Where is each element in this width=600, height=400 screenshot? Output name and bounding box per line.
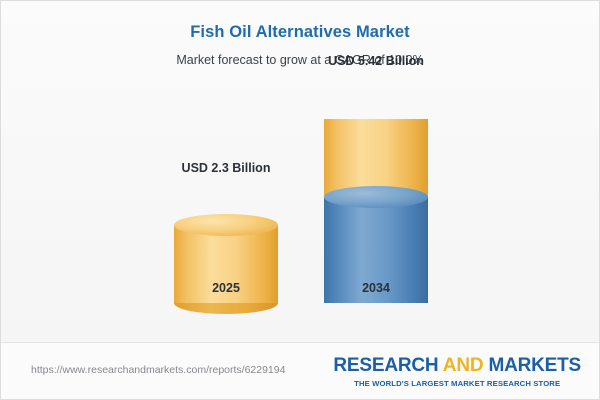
bar-cylinder-2025[interactable] bbox=[174, 214, 278, 314]
value-label-2034: USD 5.42 Billion bbox=[328, 54, 424, 68]
category-label-2034: 2034 bbox=[362, 281, 390, 295]
brand-word-research: RESEARCH bbox=[333, 355, 443, 376]
page-title: Fish Oil Alternatives Market bbox=[190, 23, 410, 41]
bar-cylinder-2034[interactable] bbox=[324, 119, 428, 303]
bar-segment-base-2025 bbox=[174, 214, 278, 314]
category-label-2025: 2025 bbox=[212, 281, 240, 295]
brand-logo-wordmark: RESEARCH AND MARKETS bbox=[333, 355, 581, 377]
cylinder-body bbox=[324, 197, 428, 303]
cylinder-top-ellipse bbox=[324, 186, 428, 208]
plot-area: USD 2.3 Billion 2025 USD 5.42 Billion bbox=[1, 54, 599, 343]
report-url[interactable]: https://www.researchandmarkets.com/repor… bbox=[31, 364, 286, 376]
footer: https://www.researchandmarkets.com/repor… bbox=[1, 342, 599, 399]
brand-word-markets: MARKETS bbox=[483, 355, 581, 376]
cylinder-top-ellipse bbox=[174, 214, 278, 236]
value-label-2025: USD 2.3 Billion bbox=[181, 161, 271, 175]
cylinder-body bbox=[324, 119, 428, 197]
chart-header: Fish Oil Alternatives Market Market fore… bbox=[1, 23, 599, 67]
brand-word-and: AND bbox=[442, 355, 484, 376]
brand-logo[interactable]: RESEARCH AND MARKETS THE WORLD'S LARGEST… bbox=[333, 355, 581, 388]
bar-segment-growth-2034 bbox=[324, 186, 428, 303]
chart-subtitle: Market forecast to grow at a CAGR of 10.… bbox=[176, 53, 424, 67]
cylinder-body bbox=[174, 225, 278, 303]
brand-tagline: THE WORLD'S LARGEST MARKET RESEARCH STOR… bbox=[354, 379, 561, 388]
